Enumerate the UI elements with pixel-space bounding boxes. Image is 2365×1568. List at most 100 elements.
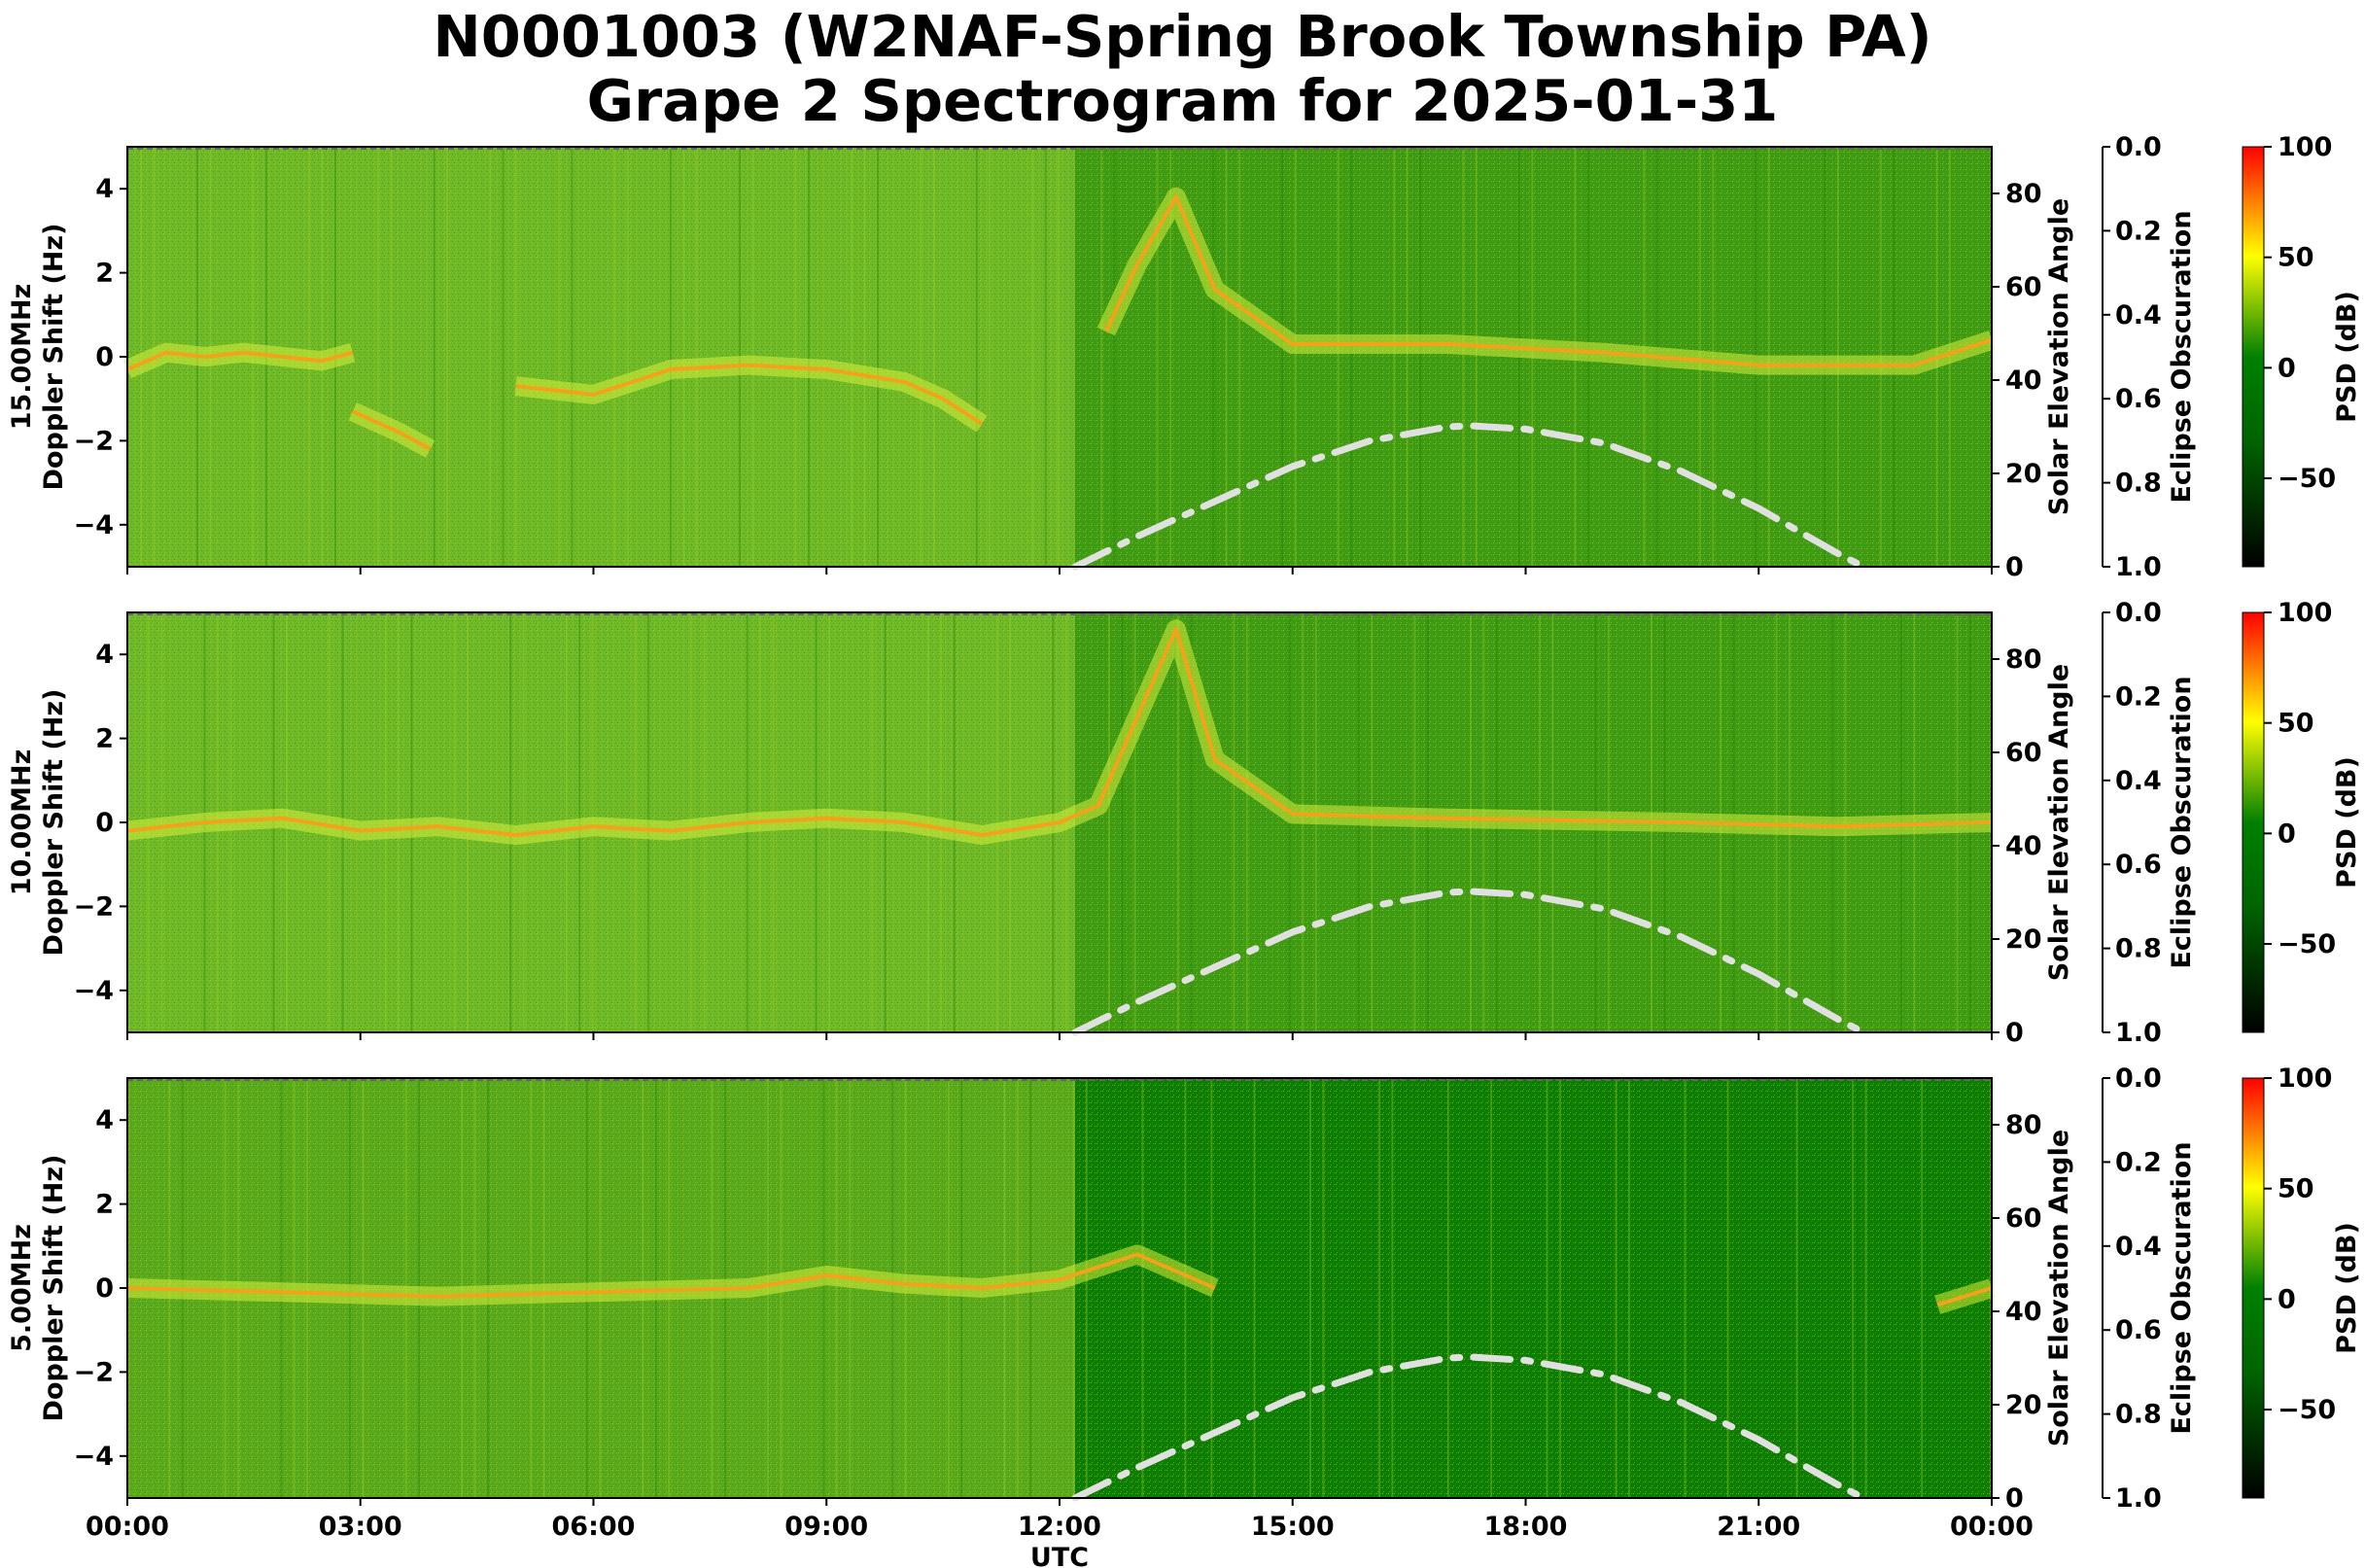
y-axis-label: Doppler Shift (Hz) <box>39 689 69 957</box>
spectrogram-streak <box>1141 1078 1144 1498</box>
eclipse-tick-label: 0.2 <box>2115 216 2162 246</box>
frequency-label: 10.00MHz <box>7 749 37 896</box>
colorbar-tick-label: −50 <box>2278 464 2336 494</box>
doppler-trace <box>351 409 432 451</box>
solar-elevation-curve <box>1071 888 1867 1036</box>
colorbar-label: PSD (dB) <box>2332 1222 2362 1354</box>
solar-tick-label: 0 <box>2005 1018 2024 1048</box>
spectrogram-streak <box>1475 147 1478 567</box>
spectrogram-streak <box>1337 147 1339 567</box>
eclipse-tick-label: 0.8 <box>2115 1400 2162 1430</box>
y-tick-label: −2 <box>74 1357 114 1387</box>
y-tick-label: 2 <box>95 1190 114 1220</box>
eclipse-tick-label: 0.8 <box>2115 469 2162 499</box>
colorbar-tick-label: 0 <box>2278 819 2296 849</box>
solar-tick-label: 80 <box>2005 179 2042 209</box>
y-axis-label: Doppler Shift (Hz) <box>39 1155 69 1422</box>
eclipse-obscuration-axis: 0.0 0.2 0.4 0.6 0.8 1.0 Eclipse Obscuration <box>2102 1063 2197 1514</box>
spectrogram-streak <box>558 147 561 567</box>
colorbar: 100 50 0 −50 PSD (dB) <box>2242 132 2362 568</box>
spectrogram-streak <box>433 147 435 567</box>
spectrogram-streak <box>1921 1078 1924 1498</box>
solar-tick-label: 0 <box>2005 1483 2024 1514</box>
spectrogram-streak <box>1184 1078 1187 1498</box>
spectrogram-streak <box>1281 147 1284 567</box>
eclipse-obscuration-label: Eclipse Obscuration <box>2167 1141 2197 1434</box>
spectrogram-streak <box>822 1078 825 1498</box>
spectrogram-streak <box>1864 1078 1867 1498</box>
spectrogram-streak <box>1684 1078 1687 1498</box>
x-tick-label: 00:00 <box>86 1512 169 1542</box>
spectrogram-streak <box>522 612 525 1032</box>
colorbar-gradient <box>2242 611 2265 1033</box>
colorbar: 100 50 0 −50 PSD (dB) <box>2242 598 2362 1033</box>
spectrogram-streak <box>808 147 811 567</box>
spectrogram-streak <box>1176 612 1179 1032</box>
spectrogram-streak <box>1129 1078 1130 1498</box>
spectrogram-streak <box>1406 147 1409 567</box>
spectrogram-streak <box>975 147 978 567</box>
y-tick-label: 4 <box>95 1105 114 1135</box>
y-tick-label: 4 <box>95 640 114 670</box>
spectrogram-streak <box>920 147 922 567</box>
x-tick-label: 12:00 <box>1018 1512 1101 1542</box>
spectrogram-streak <box>1100 147 1103 567</box>
x-tick-label: 21:00 <box>1717 1512 1800 1542</box>
colorbar-label: PSD (dB) <box>2332 291 2362 423</box>
spectrogram-streak <box>835 1078 838 1498</box>
solar-tick-label: 40 <box>2005 1297 2042 1327</box>
y-axis-ticks: 4 2 0 −2 −4 <box>74 1105 127 1472</box>
y-tick-label: 2 <box>95 259 114 289</box>
spectrogram-streak <box>1740 1078 1743 1498</box>
spectrogram-streak <box>514 147 517 567</box>
spectrogram-streak <box>1446 1078 1449 1498</box>
y-tick-label: 0 <box>95 808 114 838</box>
spectrogram-streak <box>1225 147 1228 567</box>
spectrogram-streak <box>1233 612 1235 1032</box>
spectrogram-streak <box>390 147 393 567</box>
spectrogram-streak <box>627 147 629 567</box>
doppler-trace <box>126 350 354 371</box>
colorbar-tick-label: 100 <box>2278 1063 2332 1094</box>
colorbar-tick-label: 0 <box>2278 353 2296 383</box>
spectrogram-streak <box>1212 147 1215 567</box>
spectrogram-streak <box>1266 1078 1269 1498</box>
colorbar: 100 50 0 −50 PSD (dB) <box>2242 1063 2362 1499</box>
spectrogram-streak <box>1365 1078 1368 1498</box>
spectrogram-streak <box>1907 1078 1910 1498</box>
spectrogram-streak <box>1113 147 1116 567</box>
spectrogram-streak <box>1572 1078 1575 1498</box>
colorbar-tick-label: 100 <box>2278 132 2332 162</box>
colorbar-tick-label: −50 <box>2278 929 2336 959</box>
eclipse-tick-label: 0.4 <box>2115 300 2162 331</box>
eclipse-tick-label: 0.2 <box>2115 681 2162 712</box>
solar-elevation-label: Solar Elevation Angle <box>2044 664 2074 981</box>
colorbar-gradient <box>2242 146 2265 568</box>
spectrogram-streak <box>489 147 492 567</box>
spectrogram-streak <box>1156 147 1159 567</box>
solar-tick-label: 60 <box>2005 272 2042 302</box>
spectrogram-streak <box>1852 1078 1855 1498</box>
solar-elevation-label: Solar Elevation Angle <box>2044 1130 2074 1446</box>
doppler-trace <box>515 363 984 426</box>
eclipse-tick-label: 1.0 <box>2115 1018 2162 1048</box>
y-tick-label: 0 <box>95 342 114 372</box>
spectrogram-streak <box>1294 147 1297 567</box>
y-tick-label: 2 <box>95 724 114 754</box>
doppler-trace <box>1936 1286 1993 1307</box>
spectrogram-streak <box>1809 1078 1811 1498</box>
spectrogram-streak <box>849 1078 852 1498</box>
spectrogram-streak <box>1490 1078 1493 1498</box>
spectrogram-streak <box>1628 1078 1630 1498</box>
spectrogram-streak <box>571 147 574 567</box>
solar-tick-label: 80 <box>2005 1110 2042 1140</box>
solar-tick-label: 80 <box>2005 645 2042 675</box>
eclipse-obscuration-label: Eclipse Obscuration <box>2167 676 2197 968</box>
colorbar-tick-label: 50 <box>2278 243 2314 273</box>
eclipse-tick-label: 0.6 <box>2115 850 2162 880</box>
x-tick-label: 03:00 <box>319 1512 402 1542</box>
solar-tick-label: 60 <box>2005 1203 2042 1234</box>
spectrogram-streak <box>446 147 448 567</box>
solar-tick-label: 20 <box>2005 924 2042 955</box>
